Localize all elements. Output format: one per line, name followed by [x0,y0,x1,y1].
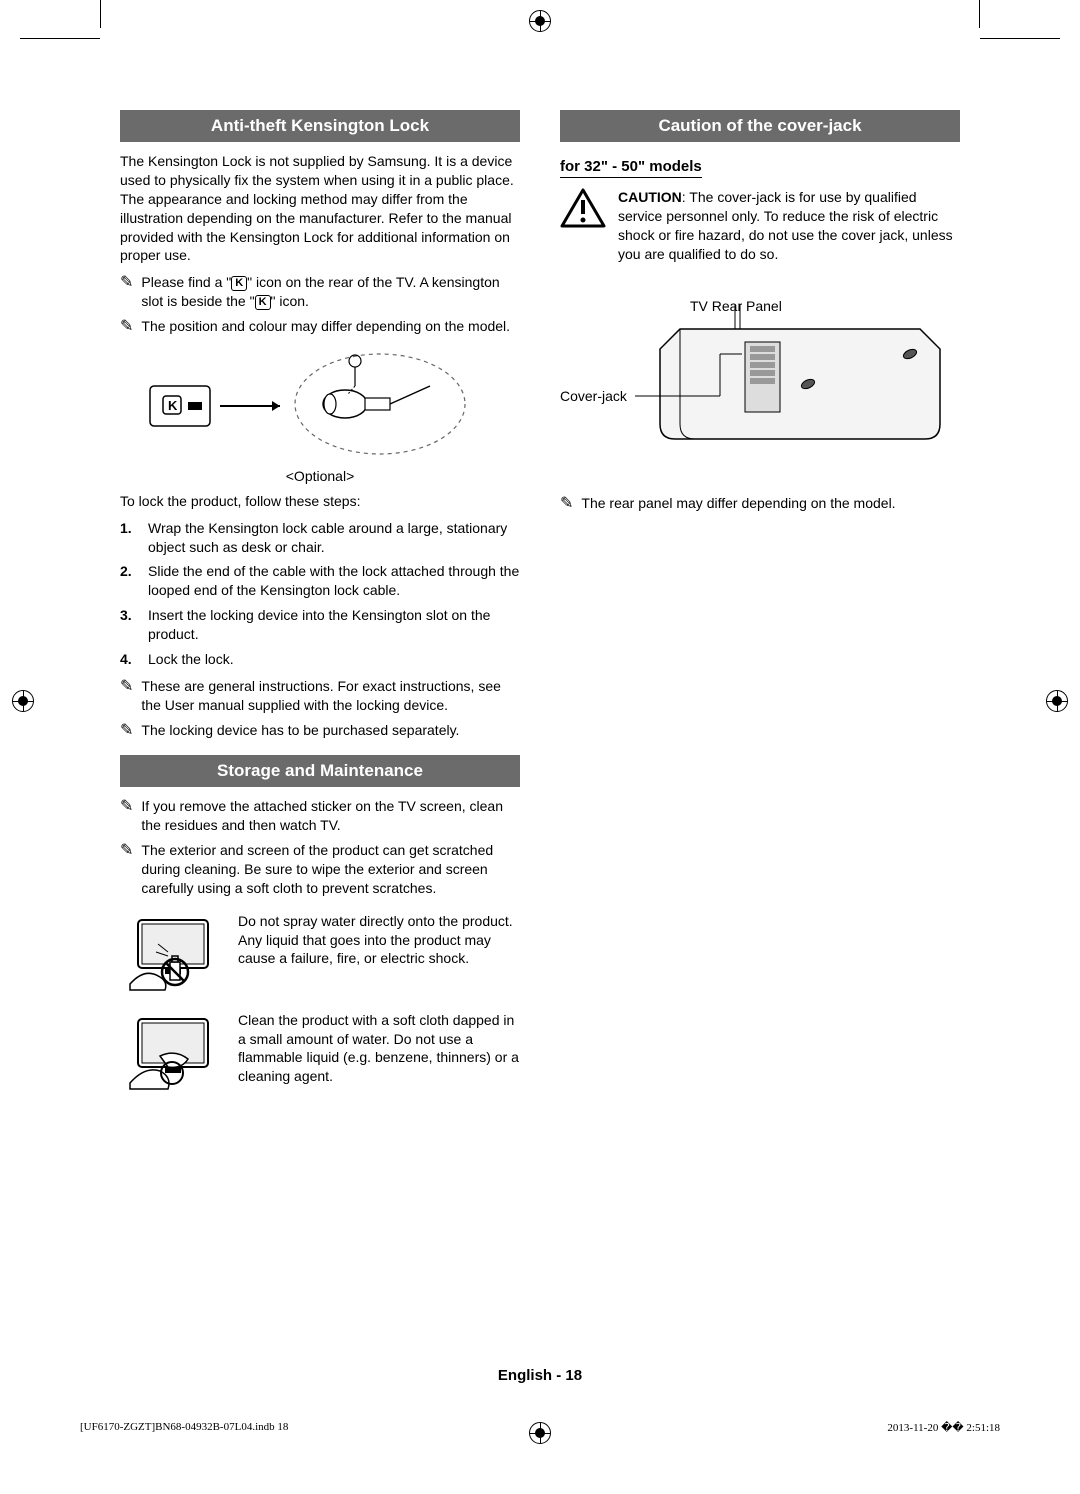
crop-mark [20,38,100,39]
note-item: ✎ If you remove the attached sticker on … [120,797,520,835]
print-footer: [UF6170-ZGZT]BN68-04932B-07L04.indb 18 2… [80,1421,1000,1434]
note-text: Please find a "K" icon on the rear of th… [141,273,520,311]
step-text: Lock the lock. [148,650,234,669]
section-header-coverjack: Caution of the cover-jack [560,110,960,142]
steps-list: 1.Wrap the Kensington lock cable around … [120,519,520,669]
step-text: Slide the end of the cable with the lock… [148,562,520,600]
note-text: These are general instructions. For exac… [141,677,520,715]
note-item: ✎ The position and colour may differ dep… [120,317,520,338]
right-column: Caution of the cover-jack for 32" - 50" … [560,110,960,1334]
note-icon: ✎ [120,272,133,311]
maintenance-tip: Do not spray water directly onto the pro… [120,912,520,997]
label-cover-jack: Cover-jack [560,388,627,404]
page-footer: English - 18 [0,1367,1080,1384]
tip-text: Do not spray water directly onto the pro… [238,912,520,969]
list-item: 1.Wrap the Kensington lock cable around … [120,519,520,557]
note-icon: ✎ [120,840,133,898]
no-spray-illustration [120,912,220,997]
crop-mark [979,0,980,28]
diagram-caption: <Optional> [120,468,520,484]
section-header-kensington: Anti-theft Kensington Lock [120,110,520,142]
list-item: 3.Insert the locking device into the Ken… [120,606,520,644]
print-file-name: [UF6170-ZGZT]BN68-04932B-07L04.indb 18 [80,1421,288,1434]
note-text: The rear panel may differ depending on t… [581,494,895,515]
tip-text: Clean the product with a soft cloth dapp… [238,1011,520,1087]
registration-mark-right [1046,690,1068,712]
note-icon: ✎ [120,720,133,742]
note-item: ✎ The locking device has to be purchased… [120,721,520,742]
registration-mark-left [12,690,34,712]
note-icon: ✎ [120,316,133,338]
note-item: ✎ Please find a "K" icon on the rear of … [120,273,520,311]
kensington-diagram: K [120,346,520,466]
note-icon: ✎ [560,493,573,515]
note-item: ✎ The exterior and screen of the product… [120,841,520,898]
page-content: Anti-theft Kensington Lock The Kensingto… [120,110,960,1334]
rear-panel-diagram: TV Rear Panel Cover-jack [560,294,960,474]
print-timestamp: 2013-11-20 �� 2:51:18 [887,1421,1000,1434]
note-icon: ✎ [120,796,133,835]
steps-intro: To lock the product, follow these steps: [120,492,520,511]
kensington-intro: The Kensington Lock is not supplied by S… [120,152,520,265]
warning-icon [560,188,606,228]
note-text: If you remove the attached sticker on th… [141,797,520,835]
note-item: ✎ The rear panel may differ depending on… [560,494,960,515]
note-text: The exterior and screen of the product c… [141,841,520,898]
svg-text:K: K [168,398,178,413]
note-item: ✎ These are general instructions. For ex… [120,677,520,715]
note-text: The locking device has to be purchased s… [141,721,459,742]
subheading-models: for 32" - 50" models [560,158,702,178]
soft-cloth-illustration [120,1011,220,1096]
left-column: Anti-theft Kensington Lock The Kensingto… [120,110,520,1334]
label-tv-rear: TV Rear Panel [690,298,782,314]
section-header-storage: Storage and Maintenance [120,755,520,787]
step-text: Insert the locking device into the Kensi… [148,606,520,644]
list-item: 2.Slide the end of the cable with the lo… [120,562,520,600]
list-item: 4.Lock the lock. [120,650,520,669]
note-text: The position and colour may differ depen… [141,317,510,338]
note-icon: ✎ [120,676,133,715]
crop-mark [980,38,1060,39]
caution-block: CAUTION: The cover-jack is for use by qu… [560,188,960,264]
caution-text: CAUTION: The cover-jack is for use by qu… [618,188,960,264]
crop-mark [100,0,101,28]
registration-mark-top [529,10,551,32]
maintenance-tip: Clean the product with a soft cloth dapp… [120,1011,520,1096]
step-text: Wrap the Kensington lock cable around a … [148,519,520,557]
